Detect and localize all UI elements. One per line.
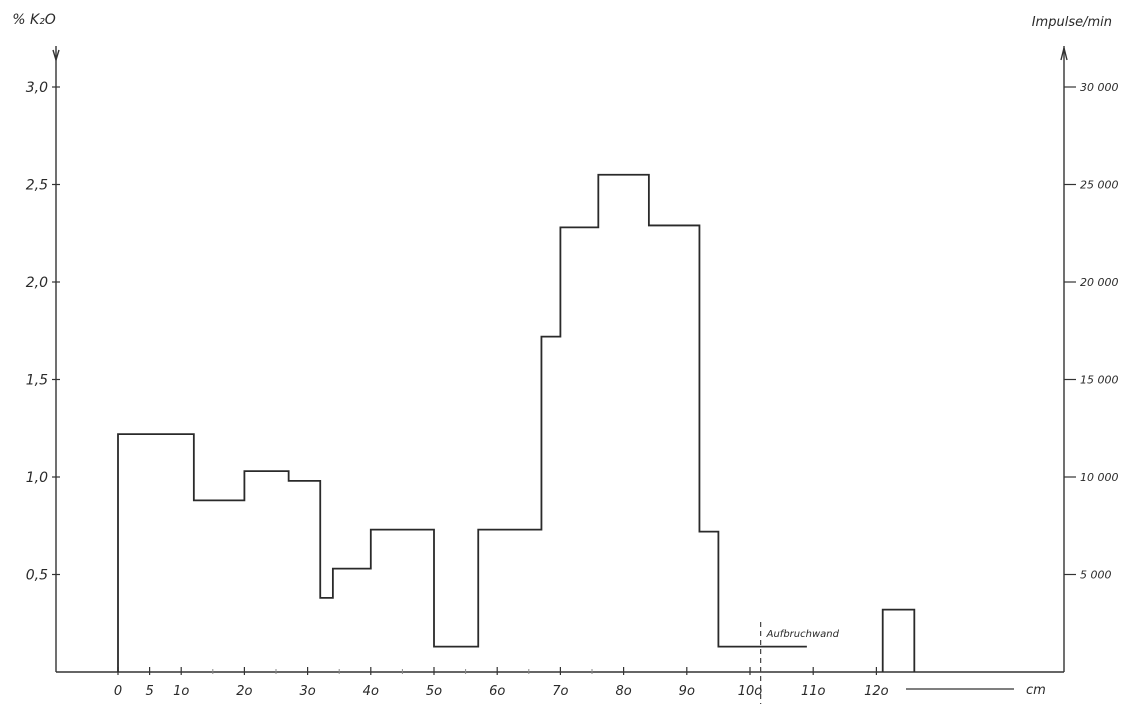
x-tick-label: 7o: [552, 684, 568, 699]
x-tick-label: 10o: [738, 684, 763, 699]
y-tick-label: 2,5: [26, 178, 48, 194]
right-tick-label: 5 000: [1080, 569, 1112, 582]
aufbruchwand-label: Aufbruchwand: [766, 629, 840, 640]
y-tick-label: 1,5: [26, 373, 48, 389]
right-tick-label: 15 000: [1080, 374, 1119, 387]
right-tick-label: 25 000: [1080, 179, 1119, 192]
x-tick-label: 2o: [236, 684, 252, 699]
y-tick-label: 3,0: [26, 80, 48, 96]
right-tick-label: 10 000: [1080, 471, 1119, 484]
x-tick-label: 4o: [363, 684, 379, 699]
k2o-step-box: [881, 608, 916, 672]
x-tick-label: 6o: [489, 684, 505, 699]
left-axis-arrow: [52, 49, 60, 63]
x-tick-label: 0: [114, 684, 122, 699]
right-tick-label: 20 000: [1080, 276, 1119, 289]
chart-labels: % K₂O Impulse/min 0,5 1,0 1,5 2,0 2,5 3,0 5 000 1…: [12, 12, 1119, 699]
right-tick-label: 30 000: [1080, 81, 1119, 94]
x-tick-label: 3o: [299, 684, 315, 699]
chart-ticks: [52, 86, 1076, 675]
y-tick-label: 0,5: [26, 568, 48, 584]
x-tick-label: 9o: [679, 684, 695, 699]
x-tick-label: 1o: [173, 684, 189, 699]
right-axis-title: Impulse/min: [1032, 15, 1112, 30]
x-unit-label: cm: [1026, 683, 1046, 698]
x-tick-label: 5: [145, 684, 153, 699]
x-tick-label: 8o: [615, 684, 631, 699]
right-axis-arrow: [1060, 47, 1068, 61]
left-axis-title: % K₂O: [12, 12, 56, 28]
x-tick-label: 5o: [426, 684, 442, 699]
chart-axes: [52, 46, 1068, 673]
x-tick-label: 12o: [864, 684, 889, 699]
k2o-step-line: [117, 173, 807, 672]
y-tick-label: 1,0: [26, 470, 48, 486]
x-tick-label: 11o: [801, 684, 826, 699]
chart-series: [117, 173, 916, 704]
y-tick-label: 2,0: [26, 275, 48, 291]
